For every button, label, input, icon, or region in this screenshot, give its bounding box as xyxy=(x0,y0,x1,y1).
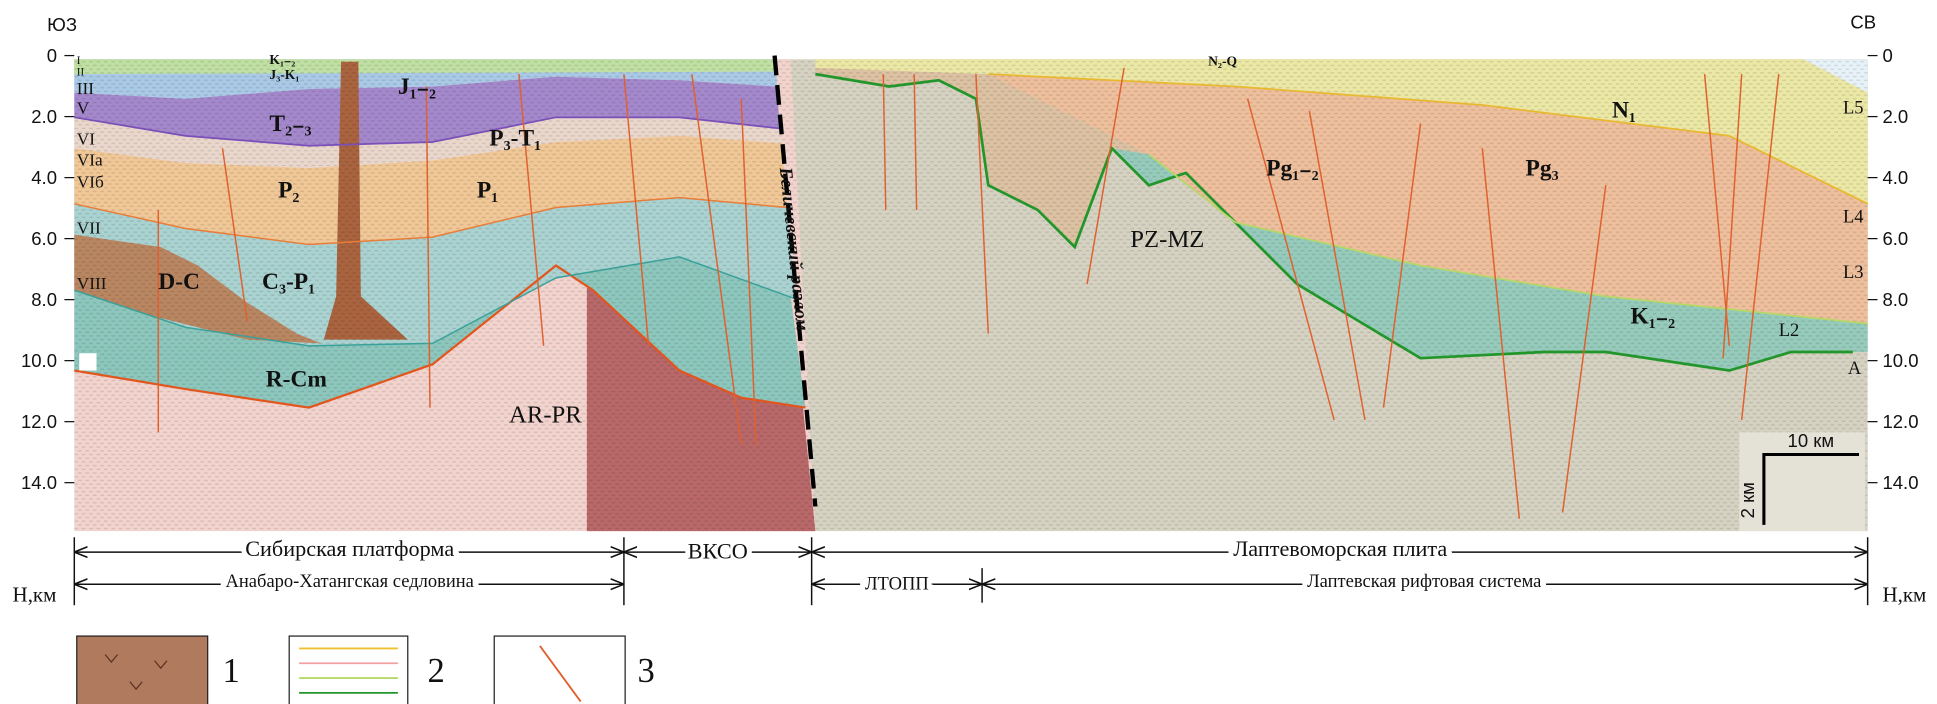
legend-swatch-1 xyxy=(76,635,209,704)
unit-label: K₁₋₂ xyxy=(1631,304,1676,330)
reflector-label: A xyxy=(1848,358,1862,379)
legend-number: 1 xyxy=(223,652,240,690)
reflector-label: L3 xyxy=(1843,262,1864,283)
depth-unit-left: Н,км xyxy=(13,582,57,606)
horizon-label: VI xyxy=(77,130,95,149)
scale-bar xyxy=(1762,452,1859,525)
direction-right: СВ xyxy=(1850,11,1876,32)
horizon-line xyxy=(74,196,788,246)
horizon-label: VII xyxy=(77,218,101,237)
legend-swatch-3 xyxy=(493,635,626,704)
horizon-line xyxy=(1148,153,1868,325)
depth-tick-label: 8.0 xyxy=(31,289,57,310)
unit-label: Pg₃ xyxy=(1526,155,1559,181)
horizon-label: I xyxy=(77,55,81,67)
region-label: Сибирская платформа xyxy=(245,536,454,561)
depth-tick-label: 12.0 xyxy=(21,411,57,432)
horizon-line xyxy=(74,116,780,147)
depth-tick-label: 0 xyxy=(1882,45,1892,66)
legend-symbols xyxy=(104,654,168,691)
unit-label: R-Cm xyxy=(266,367,328,393)
region-label: Лаптевоморская плита xyxy=(1233,536,1447,561)
unit-label: P₃-T₁ xyxy=(489,126,541,152)
unit-label: K₁₋₂ xyxy=(269,52,295,67)
faults xyxy=(157,67,1780,519)
scale-horizontal: 10 км xyxy=(1788,430,1835,451)
unit-label: Pg₁₋₂ xyxy=(1266,155,1319,181)
basement-left-line xyxy=(74,264,806,409)
depth-tick-label: 12.0 xyxy=(1882,411,1918,432)
unit-label: N₂-Q xyxy=(1208,53,1237,68)
depth-tick-label: 4.0 xyxy=(1882,167,1908,188)
reflector-label: L2 xyxy=(1779,320,1800,341)
unit-label: J₁₋₂ xyxy=(398,74,436,100)
horizon-label: VIa xyxy=(77,151,103,170)
horizon-label: II xyxy=(77,66,85,78)
depth-tick-label: 6.0 xyxy=(31,228,57,249)
basement-top-line xyxy=(815,72,1853,372)
unit-label: AR-PR xyxy=(509,401,582,428)
depth-unit-right: Н,км xyxy=(1882,582,1926,606)
unit-label: J₃-K₁ xyxy=(269,67,299,82)
depth-tick-label: 6.0 xyxy=(1882,228,1908,249)
horizon-label: VIII xyxy=(77,274,107,293)
depth-axis: 0 2.0 4.0 6.0 8.0 10.0 12.0 14.0 0 2.0 4.0 6.0 8.0 10… xyxy=(21,45,1919,493)
horizon-label: V xyxy=(77,99,90,118)
main-fault xyxy=(772,55,818,507)
depth-tick-label: 0 xyxy=(47,45,57,66)
depth-tick-label: 10.0 xyxy=(1882,350,1918,371)
unit-label: P₂ xyxy=(278,178,299,204)
region-brackets xyxy=(73,537,1869,606)
horizon-line xyxy=(988,73,1869,205)
depth-tick-label: 4.0 xyxy=(31,167,57,188)
region-label: ВКСО xyxy=(688,538,748,563)
horizon-label: VIб xyxy=(77,173,104,192)
reflector-label: L5 xyxy=(1843,98,1864,119)
unit-label: N₁ xyxy=(1612,97,1636,123)
unit-label: P₁ xyxy=(477,178,498,204)
legend-number: 2 xyxy=(428,652,445,690)
direction-left: ЮЗ xyxy=(47,14,77,35)
depth-tick-label: 8.0 xyxy=(1882,289,1908,310)
depth-tick-label: 2.0 xyxy=(1882,106,1908,127)
seismic-texture xyxy=(74,59,1868,532)
horizon-line xyxy=(74,256,796,347)
section-labels: IIIIIIVVIVIaVIбVIIVIIIK₁₋₂J₃-K₁T₂₋₃J₁₋₂P… xyxy=(77,52,1864,428)
unit-label: D-C xyxy=(158,269,200,295)
depth-tick-label: 14.0 xyxy=(21,472,57,493)
horizon-label: III xyxy=(77,79,95,98)
depth-tick-label: 10.0 xyxy=(21,350,57,371)
unit-label: C₃-P₁ xyxy=(262,269,315,295)
region-label: Лаптевская рифтовая система xyxy=(1307,571,1541,592)
unit-label: PZ-MZ xyxy=(1130,226,1204,253)
unit-label: T₂₋₃ xyxy=(269,111,311,137)
scale-vertical: 2 км xyxy=(1737,482,1758,518)
region-label: ЛТОПП xyxy=(865,574,929,595)
depth-tick-label: 14.0 xyxy=(1882,472,1918,493)
legend-number: 3 xyxy=(637,652,654,690)
scale-box xyxy=(1739,432,1866,532)
marker xyxy=(79,353,97,371)
section-body: 10 км 2 км xyxy=(74,55,1869,532)
depth-tick-label: 2.0 xyxy=(31,106,57,127)
reflector-label: L4 xyxy=(1843,206,1864,227)
region-label: Анабаро-Хатангская седловина xyxy=(226,571,474,592)
legend: 1 2 3 xyxy=(76,635,655,704)
